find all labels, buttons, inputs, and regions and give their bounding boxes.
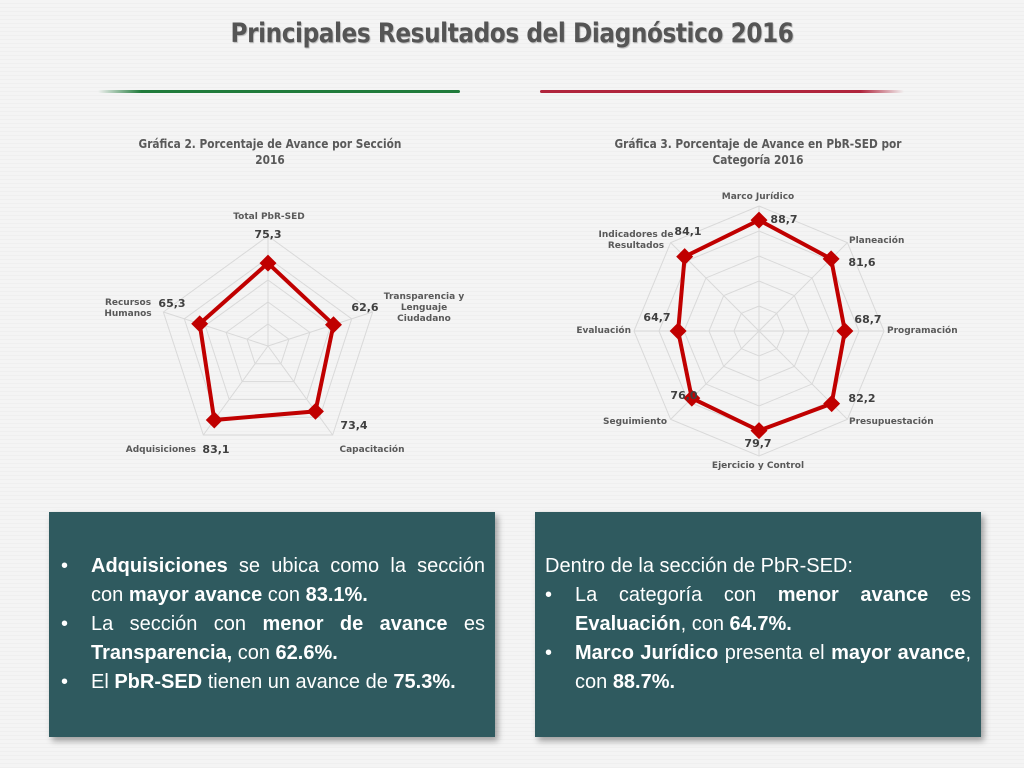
list-item: Marco Jurídico presenta el mayor avance,… [545, 639, 971, 697]
data-label: 84,1 [674, 225, 701, 238]
category-label: Marco Jurídico [722, 192, 794, 202]
data-label: 79,7 [744, 437, 771, 450]
data-label: 65,3 [158, 297, 185, 310]
radar-grid-ring [225, 301, 311, 383]
data-point [325, 316, 342, 334]
category-label: Presupuestación [849, 416, 934, 427]
data-label: 64,7 [643, 311, 670, 324]
chart-2-title: Gráfica 2. Porcentaje de Avance por Secc… [138, 137, 402, 167]
data-label: 83,1 [202, 443, 229, 456]
panel-intro: Dentro de la sección de PbR-SED: [545, 555, 853, 577]
radar-axis-line [163, 311, 269, 347]
series-line [676, 218, 847, 433]
category-label: Recursos Humanos [104, 298, 151, 319]
data-point [191, 315, 209, 333]
data-point [676, 248, 694, 266]
category-label: Capacitación [340, 444, 405, 455]
category-label: Evaluación [576, 325, 631, 336]
radar-grid-ring [204, 279, 332, 400]
data-label: 62,6 [351, 301, 378, 314]
list-item: Adquisiciones se ubica como la sección c… [61, 552, 485, 610]
data-point [306, 402, 324, 420]
list-item: La categoría con menor avance es Evaluac… [545, 581, 971, 639]
data-label: 88,7 [770, 213, 797, 226]
data-label: 73,4 [340, 419, 367, 432]
radar-axis-line [267, 345, 334, 436]
summary-panel-sections: Adquisiciones se ubica como la sección c… [49, 512, 495, 737]
chart-3-title: Gráfica 3. Porcentaje de Avance en PbR-S… [614, 137, 902, 167]
data-label: 81,6 [848, 256, 875, 269]
category-label: Programación [887, 325, 958, 336]
category-label: Adquisiciones [126, 445, 196, 455]
data-point [205, 411, 223, 429]
data-label: 75,3 [254, 228, 281, 241]
charts-canvas: 75,3 62,6 73,4 83,1 65,3 Total PbR-SED Transpa… [104, 192, 958, 471]
category-label: Transparencia y Lenguaje Ciudadano [384, 292, 465, 324]
summary-panel-categories: Dentro de la sección de PbR-SED: La cate… [535, 512, 981, 737]
category-label: Planeación [849, 235, 904, 246]
category-label: Seguimiento [603, 417, 667, 427]
category-label: Total PbR-SED [233, 212, 305, 222]
accent-rule-red [540, 90, 904, 93]
data-label: 68,7 [854, 313, 881, 326]
data-point [259, 254, 277, 272]
data-point [683, 389, 701, 407]
radar-grid-ring [246, 323, 290, 365]
page-title: Principales Resultados del Diagnóstico 2… [230, 18, 794, 49]
list-item: El PbR-SED tienen un avance de 75.3%. [61, 668, 485, 697]
data-point [823, 395, 841, 413]
data-label: 82,2 [848, 392, 875, 405]
radar-axis-line [670, 330, 760, 420]
series-line [197, 261, 336, 422]
data-point [750, 211, 768, 229]
category-label: Ejercicio y Control [712, 461, 804, 471]
data-point [750, 422, 768, 440]
list-item: La sección con menor de avance es Transp… [61, 610, 485, 668]
radar-grid-ring [162, 235, 374, 436]
category-label: Indicadores de Resultados [599, 230, 674, 251]
data-label: 76,0 [670, 389, 697, 402]
data-point [836, 322, 854, 340]
radar-axis-line [267, 311, 373, 347]
data-point [669, 322, 687, 340]
accent-rule-green [98, 90, 460, 93]
